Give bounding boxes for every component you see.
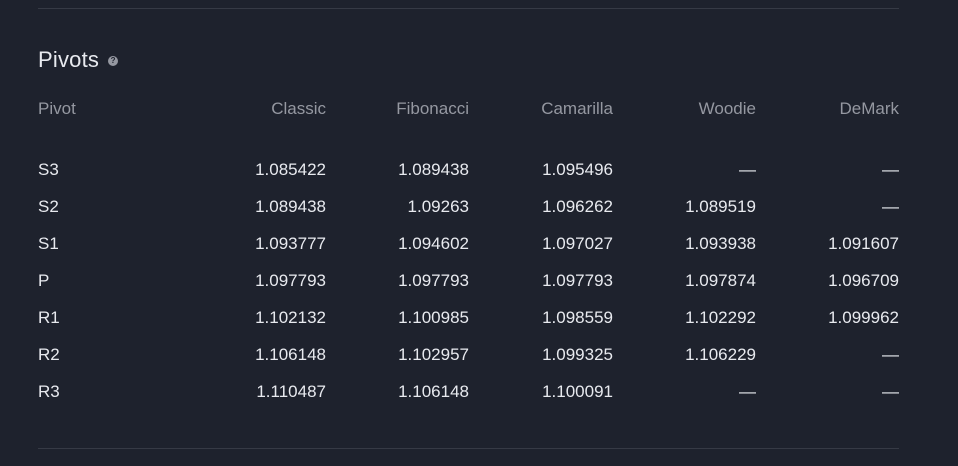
cell-classic: 1.089438 [255, 196, 326, 216]
bottom-divider [38, 448, 899, 449]
cell-woodie: 1.102292 [685, 307, 756, 327]
top-divider [38, 8, 899, 9]
pivots-table: Pivot Classic Fibonacci Camarilla Woodie… [38, 90, 899, 410]
table-spacer [38, 127, 899, 151]
cell-fibonacci: 1.102957 [398, 344, 469, 364]
cell-classic: 1.093777 [255, 233, 326, 253]
cell-woodie: — [739, 381, 756, 401]
cell-demark: — [882, 344, 899, 364]
row-label: S2 [38, 196, 59, 216]
cell-fibonacci: 1.094602 [398, 233, 469, 253]
cell-fibonacci: 1.106148 [398, 381, 469, 401]
pivots-section-header: Pivots ? [38, 45, 119, 75]
cell-fibonacci: 1.097793 [398, 270, 469, 290]
cell-woodie: 1.106229 [685, 344, 756, 364]
table-row: S2 1.089438 1.09263 1.096262 1.089519 — [38, 188, 899, 225]
section-title: Pivots [38, 47, 100, 72]
cell-classic: 1.097793 [255, 270, 326, 290]
table-row: R3 1.110487 1.106148 1.100091 — — [38, 373, 899, 410]
row-label: S3 [38, 159, 59, 179]
table-row: S3 1.085422 1.089438 1.095496 — — [38, 151, 899, 188]
cell-woodie: — [739, 159, 756, 179]
cell-demark: — [882, 381, 899, 401]
cell-camarilla: 1.096262 [542, 196, 613, 216]
cell-camarilla: 1.098559 [542, 307, 613, 327]
cell-demark: 1.091607 [828, 233, 899, 253]
cell-fibonacci: 1.100985 [398, 307, 469, 327]
row-label: R3 [38, 381, 60, 401]
cell-camarilla: 1.097027 [542, 233, 613, 253]
row-label: S1 [38, 233, 59, 253]
cell-classic: 1.102132 [255, 307, 326, 327]
cell-classic: 1.085422 [255, 159, 326, 179]
row-label: R1 [38, 307, 60, 327]
cell-demark: — [882, 159, 899, 179]
header-classic: Classic [271, 98, 326, 118]
table-header-row: Pivot Classic Fibonacci Camarilla Woodie… [38, 90, 899, 127]
row-label: R2 [38, 344, 60, 364]
cell-woodie: 1.093938 [685, 233, 756, 253]
cell-fibonacci: 1.09263 [407, 196, 469, 216]
header-woodie: Woodie [698, 98, 756, 118]
table-row: R1 1.102132 1.100985 1.098559 1.102292 1… [38, 299, 899, 336]
cell-demark: 1.096709 [828, 270, 899, 290]
header-demark: DeMark [839, 98, 899, 118]
cell-classic: 1.110487 [256, 381, 326, 401]
header-pivot: Pivot [38, 98, 76, 118]
cell-classic: 1.106148 [255, 344, 326, 364]
table-row: P 1.097793 1.097793 1.097793 1.097874 1.… [38, 262, 899, 299]
header-fibonacci: Fibonacci [396, 98, 469, 118]
cell-camarilla: 1.095496 [542, 159, 613, 179]
cell-camarilla: 1.097793 [542, 270, 613, 290]
table-row: S1 1.093777 1.094602 1.097027 1.093938 1… [38, 225, 899, 262]
table-row: R2 1.106148 1.102957 1.099325 1.106229 — [38, 336, 899, 373]
cell-demark: — [882, 196, 899, 216]
header-camarilla: Camarilla [541, 98, 613, 118]
cell-camarilla: 1.100091 [542, 381, 613, 401]
row-label: P [38, 270, 50, 290]
cell-fibonacci: 1.089438 [398, 159, 469, 179]
question-circle-icon[interactable]: ? [108, 56, 119, 66]
cell-woodie: 1.097874 [685, 270, 756, 290]
cell-demark: 1.099962 [828, 307, 899, 327]
cell-woodie: 1.089519 [685, 196, 756, 216]
cell-camarilla: 1.099325 [542, 344, 613, 364]
